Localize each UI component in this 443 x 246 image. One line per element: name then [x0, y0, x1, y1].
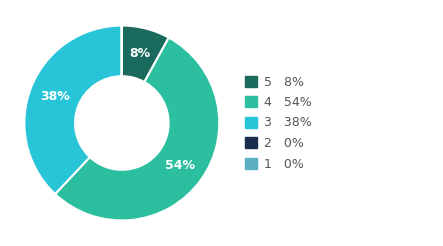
Wedge shape [55, 38, 219, 220]
Text: 54%: 54% [165, 159, 195, 172]
Wedge shape [122, 26, 169, 82]
Wedge shape [24, 26, 122, 194]
Text: 8%: 8% [129, 47, 150, 60]
Text: 38%: 38% [40, 90, 70, 103]
Legend: 5   8%, 4   54%, 3   38%, 2   0%, 1   0%: 5 8%, 4 54%, 3 38%, 2 0%, 1 0% [240, 71, 316, 175]
